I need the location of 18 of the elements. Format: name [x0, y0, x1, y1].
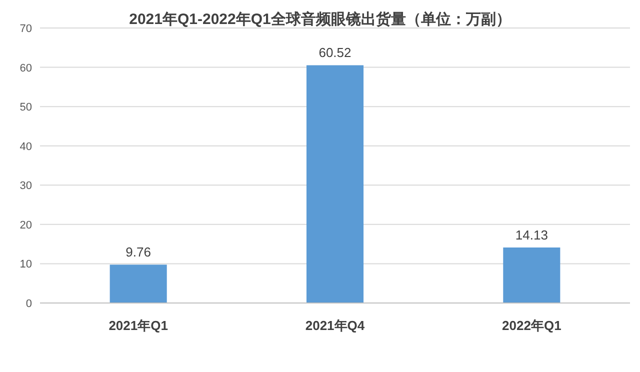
- y-tick-label: 70: [20, 23, 32, 35]
- y-tick-label: 0: [26, 298, 32, 310]
- bar: [503, 247, 560, 303]
- y-tick-label: 60: [20, 62, 32, 74]
- x-tick-label: 2021年Q4: [305, 318, 366, 333]
- y-tick-label: 30: [20, 180, 32, 192]
- y-tick-label: 40: [20, 140, 32, 153]
- data-label: 9.76: [126, 244, 151, 260]
- data-label: 14.13: [515, 227, 548, 242]
- y-tick-label: 10: [20, 258, 32, 271]
- data-label: 60.52: [318, 45, 352, 60]
- bar: [110, 264, 167, 303]
- chart-title: 2021年Q1-2022年Q1全球音频眼镜出货量（单位：万副）: [129, 10, 511, 28]
- y-tick-label: 50: [20, 102, 32, 114]
- x-tick-label: 2021年Q1: [108, 318, 168, 333]
- bar: [306, 65, 364, 303]
- y-tick-label: 20: [20, 219, 32, 232]
- x-tick-label: 2022年Q1: [502, 318, 562, 333]
